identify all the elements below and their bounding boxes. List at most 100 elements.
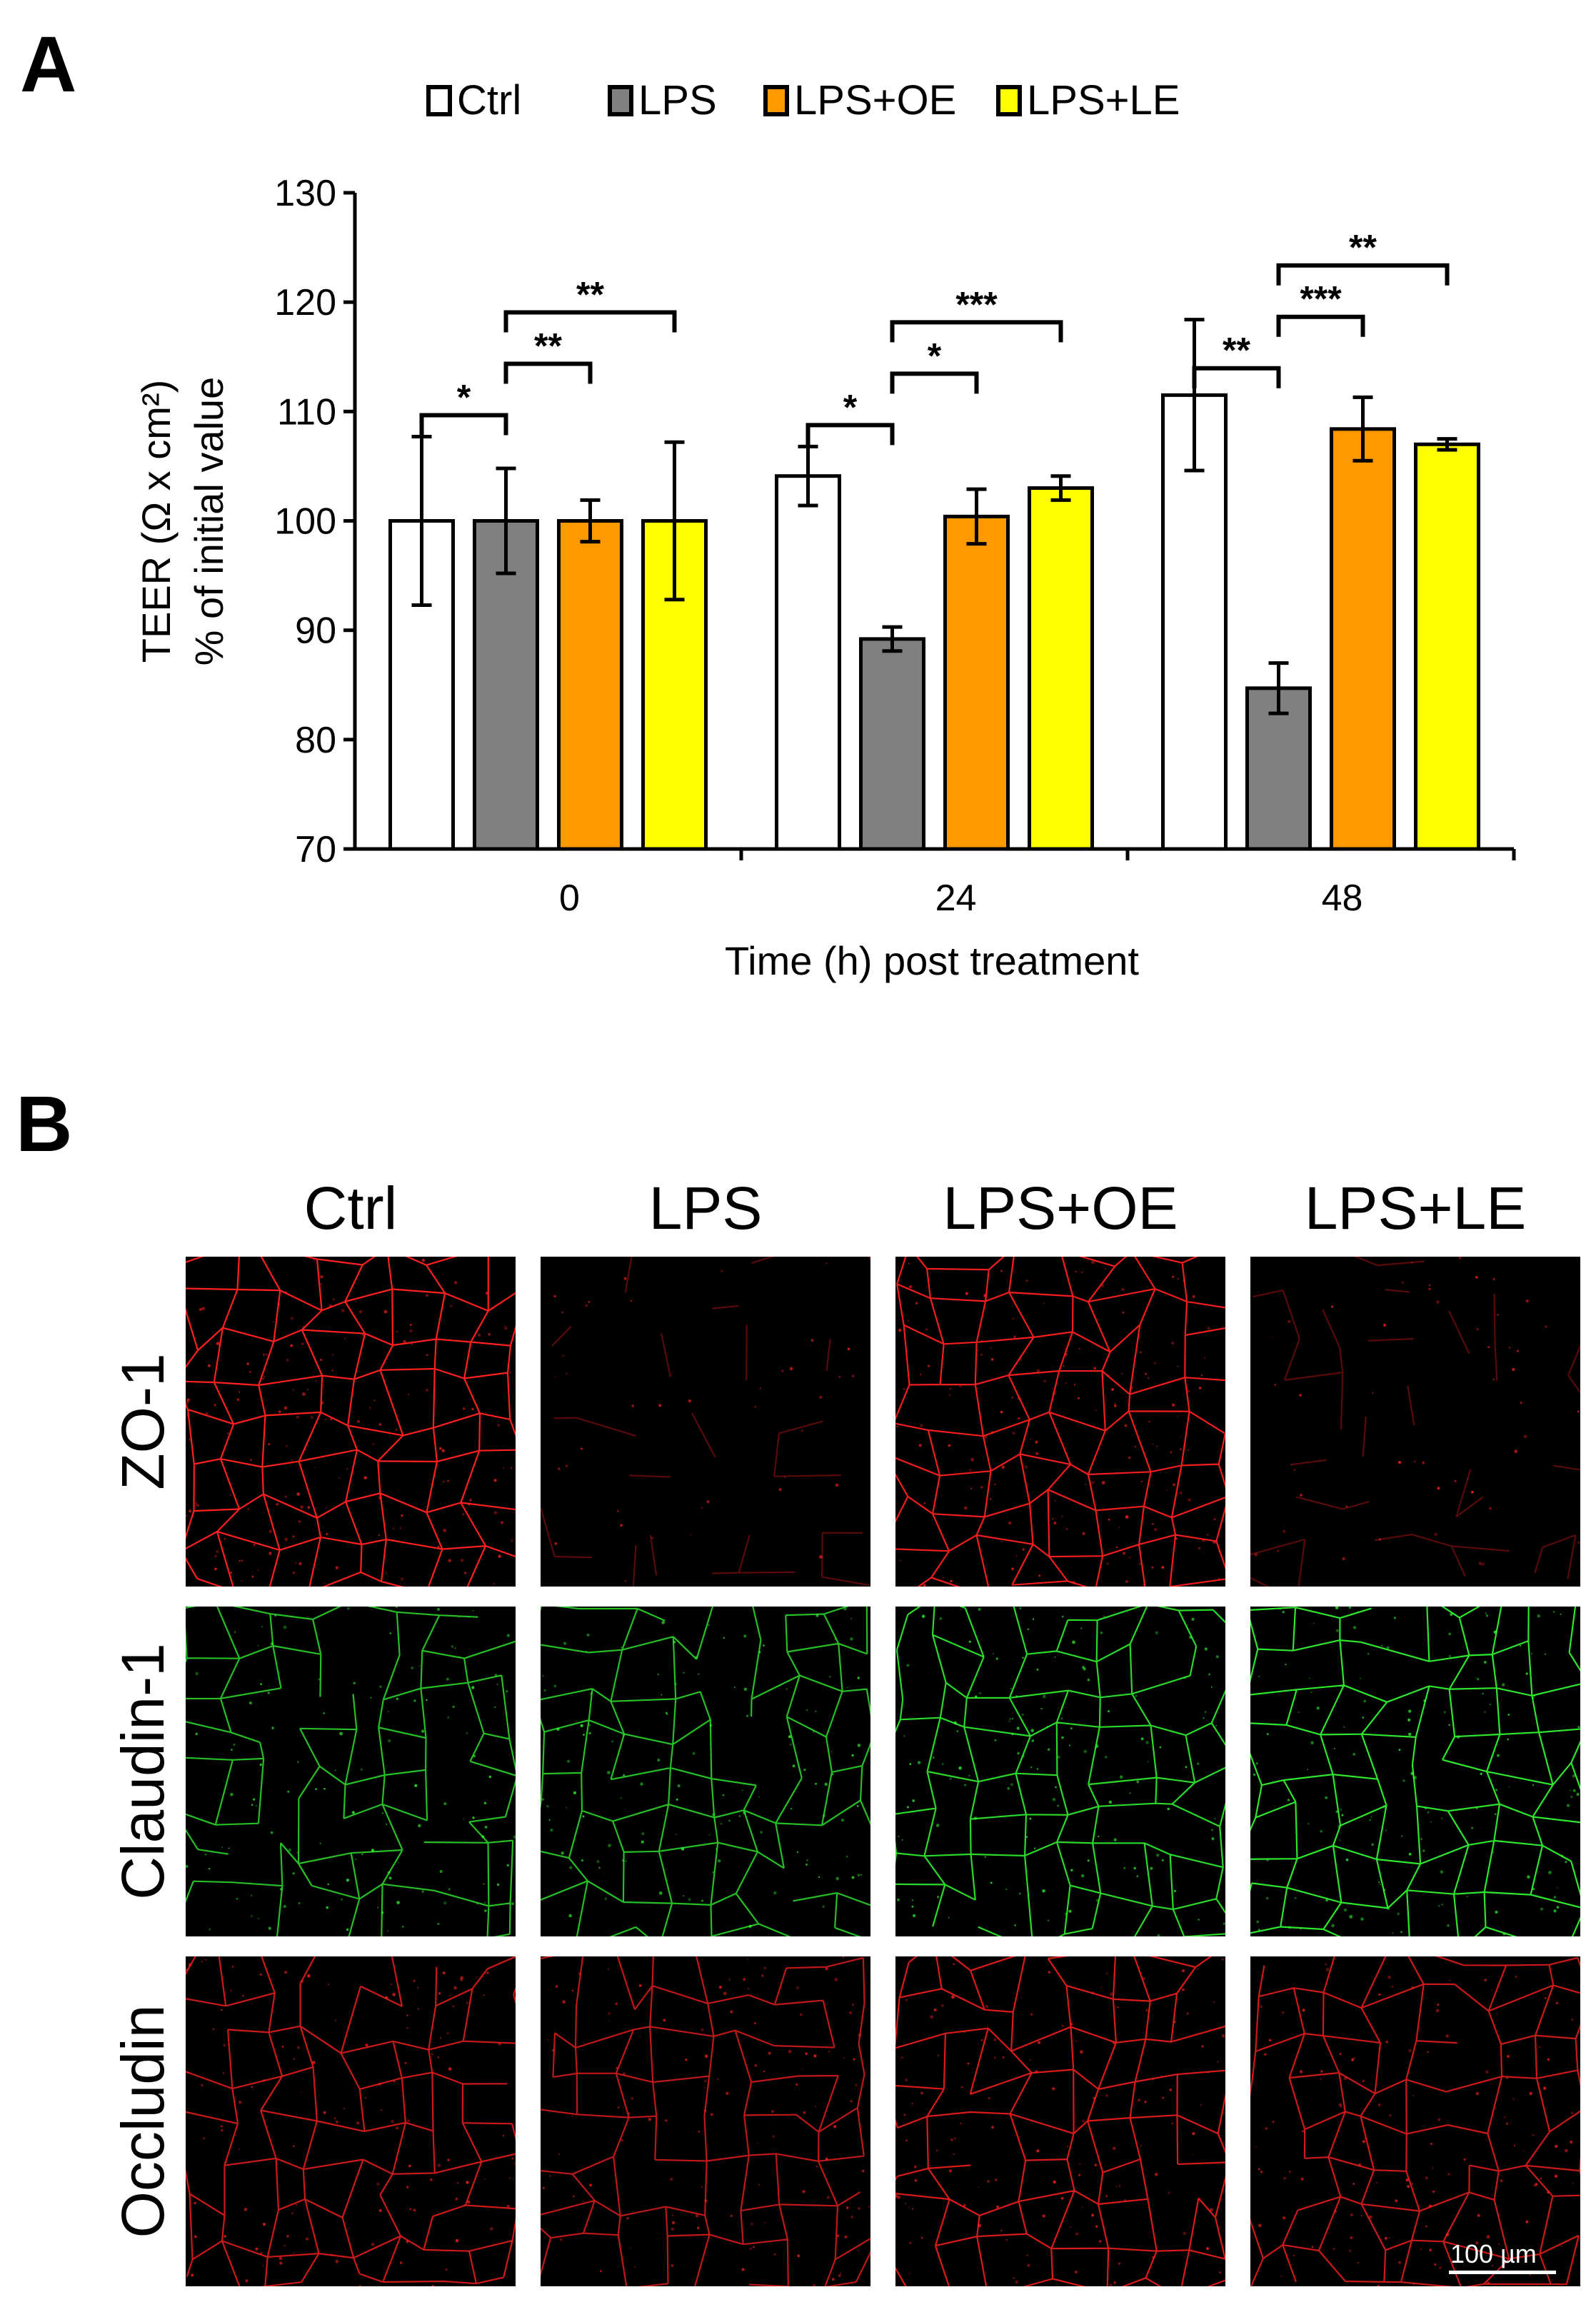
speckle xyxy=(1577,1726,1580,1729)
speckle xyxy=(1206,1534,1209,1536)
speckle xyxy=(937,1896,940,1899)
speckle xyxy=(1074,2270,1078,2274)
speckle xyxy=(1204,1647,1208,1651)
speckle xyxy=(1320,2078,1322,2080)
speckle xyxy=(980,1486,983,1489)
speckle xyxy=(1022,1657,1024,1659)
speckle xyxy=(1052,1392,1056,1395)
speckle xyxy=(1495,1789,1498,1791)
speckle xyxy=(1441,1817,1442,1819)
speckle xyxy=(763,1644,765,1647)
legend-swatch xyxy=(426,85,452,116)
speckle xyxy=(718,1986,722,1989)
speckle xyxy=(1070,2226,1072,2228)
speckle xyxy=(378,2082,381,2086)
speckle xyxy=(1525,1300,1529,1303)
speckle xyxy=(296,1851,298,1854)
bar-lps-24 xyxy=(859,637,925,851)
speckle xyxy=(471,1686,475,1689)
speckle xyxy=(511,1902,515,1906)
speckle xyxy=(857,1677,860,1679)
speckle xyxy=(919,1373,922,1375)
speckle xyxy=(1477,2213,1480,2217)
speckle xyxy=(441,1449,445,1452)
speckle xyxy=(426,1354,428,1357)
speckle xyxy=(1024,1465,1028,1469)
speckle xyxy=(905,1999,908,2001)
column-label-lps: LPS xyxy=(648,1175,763,1242)
speckle xyxy=(1570,2111,1574,2114)
micrograph-zo-1-lps-oe xyxy=(895,1257,1225,1587)
speckle xyxy=(430,2178,433,2181)
speckle xyxy=(281,2045,284,2048)
speckle xyxy=(908,1262,910,1265)
speckle xyxy=(186,1969,188,1971)
speckle xyxy=(251,2086,254,2088)
speckle xyxy=(565,1806,567,1809)
speckle xyxy=(1210,1829,1214,1831)
speckle xyxy=(1567,1961,1569,1964)
speckle xyxy=(1081,2206,1083,2208)
speckle xyxy=(799,2013,803,2016)
speckle xyxy=(270,1642,274,1646)
cell-junction-network xyxy=(895,1607,1225,1936)
speckle xyxy=(277,1302,281,1306)
speckle xyxy=(1204,1711,1207,1714)
speckle xyxy=(1082,2119,1085,2123)
speckle xyxy=(1138,2099,1140,2102)
speckle xyxy=(930,2015,933,2019)
speckle xyxy=(1335,1607,1339,1609)
speckle xyxy=(363,1476,367,1479)
speckle xyxy=(1427,2051,1429,2054)
speckle xyxy=(1377,2104,1381,2106)
speckle xyxy=(1060,2196,1064,2200)
speckle xyxy=(1362,2079,1365,2083)
cell-junction-network xyxy=(186,1257,516,1587)
speckle xyxy=(1156,1445,1158,1447)
cell-junction-network xyxy=(186,1607,516,1936)
speckle xyxy=(364,2096,366,2099)
speckle xyxy=(484,1901,486,1904)
y-tick-label: 70 xyxy=(295,829,336,870)
speckle xyxy=(923,1584,926,1587)
speckle xyxy=(1547,2191,1550,2194)
speckle xyxy=(321,1401,324,1404)
speckle xyxy=(478,1333,481,1337)
cell-junction-network xyxy=(1250,1956,1580,2286)
speckle xyxy=(673,1641,676,1644)
speckle xyxy=(224,1445,226,1447)
speckle xyxy=(421,1890,425,1893)
speckle xyxy=(1027,1628,1029,1630)
speckle xyxy=(1478,1562,1482,1565)
speckle xyxy=(802,2190,805,2193)
speckle xyxy=(1362,1717,1364,1719)
speckle xyxy=(1485,1612,1487,1614)
speckle xyxy=(1066,2145,1069,2148)
speckle xyxy=(449,1995,451,1996)
speckle xyxy=(1467,1478,1469,1480)
speckle xyxy=(1336,1908,1338,1910)
speckle xyxy=(1038,1574,1041,1577)
speckle xyxy=(1500,2179,1503,2183)
speckle xyxy=(1127,1612,1128,1613)
speckle xyxy=(942,1577,945,1579)
speckle xyxy=(251,1575,254,1578)
speckle xyxy=(417,2008,419,2010)
speckle xyxy=(1121,1287,1125,1292)
speckle xyxy=(1258,2168,1260,2171)
speckle xyxy=(814,1710,817,1713)
speckle xyxy=(1200,2104,1203,2106)
legend-swatch xyxy=(996,85,1022,116)
speckle xyxy=(1085,1483,1087,1486)
speckle xyxy=(1320,2070,1323,2073)
speckle xyxy=(905,2079,908,2082)
speckle xyxy=(908,2273,910,2275)
speckle xyxy=(994,1739,997,1741)
significance-bracket xyxy=(1276,314,1365,337)
speckle xyxy=(562,1354,564,1357)
speckle xyxy=(488,1775,491,1779)
speckle xyxy=(280,1888,283,1891)
speckle xyxy=(1402,1779,1405,1782)
speckle xyxy=(348,2227,350,2229)
speckle xyxy=(1383,1889,1385,1891)
